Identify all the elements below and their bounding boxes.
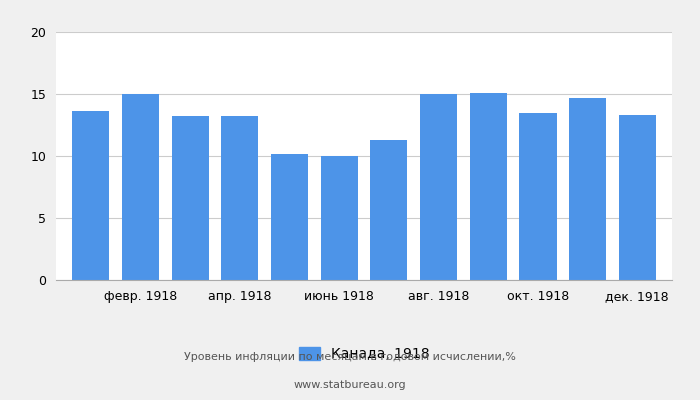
Bar xyxy=(221,116,258,280)
Bar xyxy=(370,140,407,280)
Bar xyxy=(271,154,308,280)
Bar xyxy=(420,94,457,280)
Text: www.statbureau.org: www.statbureau.org xyxy=(294,380,406,390)
Bar xyxy=(172,116,209,280)
Bar xyxy=(569,98,606,280)
Bar xyxy=(321,156,358,280)
Bar xyxy=(519,113,556,280)
Bar xyxy=(470,93,507,280)
Bar xyxy=(122,94,159,280)
Text: Уровень инфляции по месяцам в годовом исчислении,%: Уровень инфляции по месяцам в годовом ис… xyxy=(184,352,516,362)
Bar xyxy=(619,115,656,280)
Bar xyxy=(72,111,109,280)
Legend: Канада, 1918: Канада, 1918 xyxy=(293,342,435,367)
